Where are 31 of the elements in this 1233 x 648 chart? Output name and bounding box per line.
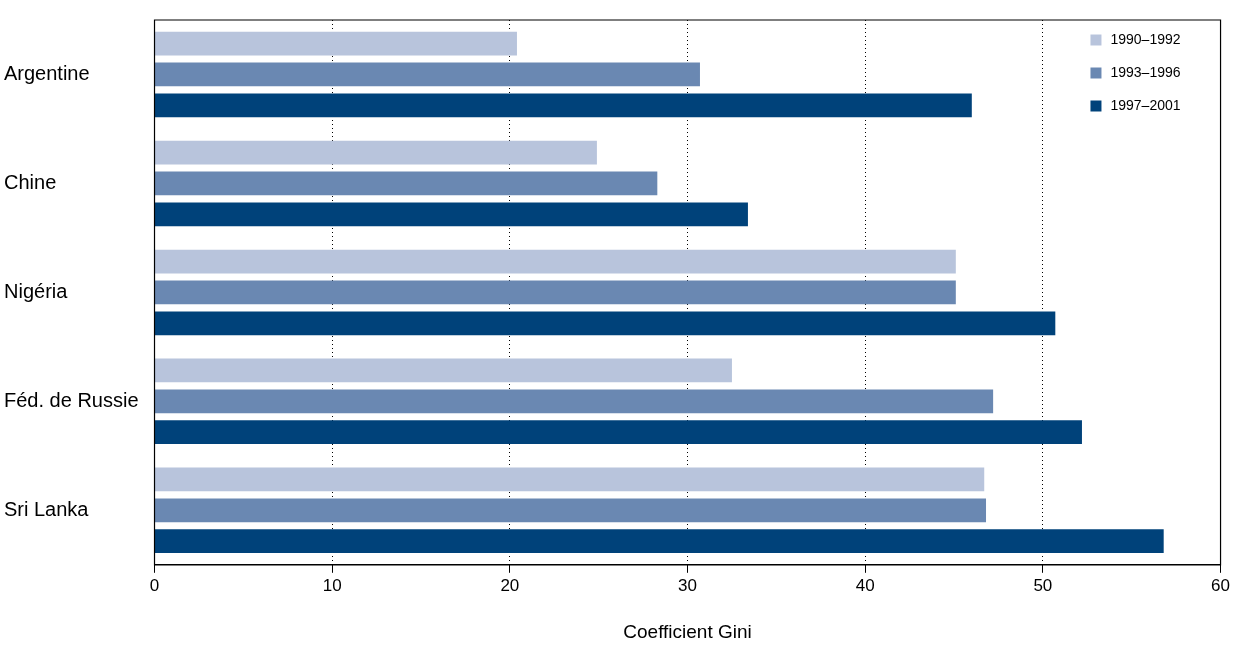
x-tick-label: 0 (149, 575, 160, 595)
bar (155, 420, 1082, 445)
bar (155, 93, 972, 118)
x-tick-label: 60 (1211, 575, 1231, 595)
x-tick-label: 10 (322, 575, 342, 595)
bar (155, 311, 1056, 336)
bar (155, 358, 732, 383)
bar (155, 389, 994, 414)
bar (155, 171, 658, 196)
x-tick-label: 30 (678, 575, 697, 595)
y-tick-label: Argentine (4, 62, 90, 84)
legend-label: 1997–2001 (1110, 96, 1181, 113)
legend-label: 1993–1996 (1110, 63, 1181, 80)
y-tick-label: Nigéria (4, 279, 69, 302)
bar (155, 529, 1164, 554)
bar (155, 280, 956, 305)
x-tick-label: 20 (500, 575, 520, 595)
x-tick-label: 50 (1033, 575, 1053, 595)
y-tick-label: Sri Lanka (4, 497, 90, 520)
y-tick-label: Chine (4, 170, 57, 193)
bar (155, 202, 748, 227)
bar (155, 62, 700, 87)
bar (155, 249, 956, 274)
x-tick-label: 40 (855, 575, 875, 595)
y-tick-label: Féd. de Russie (4, 388, 139, 411)
bar (155, 31, 517, 56)
x-axis-title: Coefficient Gini (623, 620, 752, 642)
bar (155, 140, 597, 165)
bar (155, 467, 985, 492)
legend-label: 1990–1992 (1110, 30, 1181, 47)
bar (155, 498, 987, 523)
